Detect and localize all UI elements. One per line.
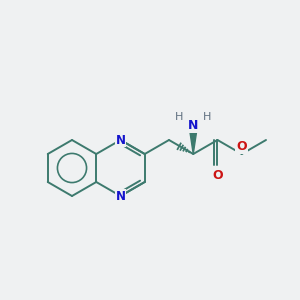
Text: O: O [236, 140, 247, 152]
Text: N: N [116, 134, 125, 146]
Text: H: H [203, 112, 212, 122]
Text: N: N [116, 190, 125, 202]
Text: N: N [188, 119, 198, 132]
Text: H: H [175, 112, 183, 122]
Text: O: O [212, 169, 223, 182]
Polygon shape [189, 128, 197, 154]
